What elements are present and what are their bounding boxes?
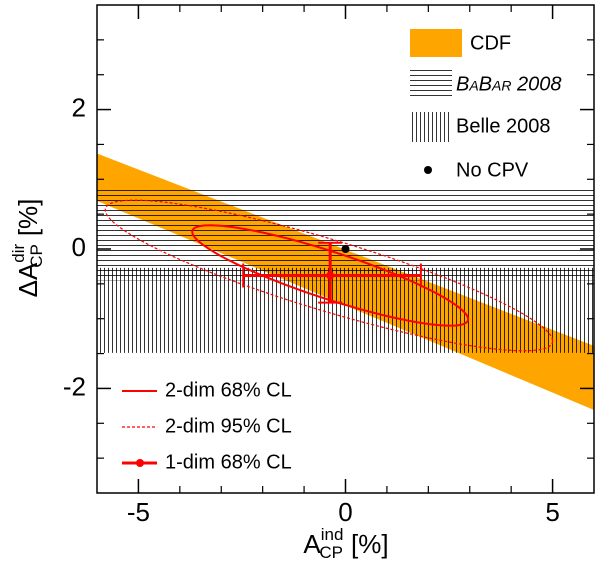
contour xyxy=(104,199,554,352)
legend-text: Belle 2008 xyxy=(456,115,551,137)
y-tick-label: 2 xyxy=(72,92,86,122)
overlay: -5 0 5 -2 0 2 CDF BaBar 2008 Belle 2008 No CPV 2-d… xyxy=(63,5,594,527)
x-label-sup: ind xyxy=(321,525,344,544)
x-label-unit: [%] xyxy=(351,529,389,559)
x-tick-label: 0 xyxy=(338,497,352,527)
legend-swatch xyxy=(410,70,452,100)
legend-text: CDF xyxy=(470,32,511,54)
x-tick-label: 5 xyxy=(545,497,559,527)
y-label-sub: CP xyxy=(27,244,46,268)
legend-swatch xyxy=(410,112,452,142)
legend-swatch xyxy=(410,29,462,57)
x-axis-label: Aind CP [%] xyxy=(303,525,388,562)
y-tick-label: 0 xyxy=(72,232,86,262)
plot-frame xyxy=(96,4,595,494)
measurement-point xyxy=(326,271,335,280)
legend-marker xyxy=(136,459,144,467)
hatch-region xyxy=(97,267,594,353)
legend-text: BaBar 2008 xyxy=(456,73,562,95)
y-label-sup: dir xyxy=(9,243,28,262)
y-axis-label: ΔAdirCP [%] xyxy=(9,199,46,298)
hatch-region xyxy=(97,188,594,281)
legend-text: 2-dim 95% CL xyxy=(165,415,292,437)
y-label-main: ΔA xyxy=(13,262,43,297)
x-label-main: A xyxy=(303,529,321,559)
legend-marker xyxy=(424,166,432,174)
legend-text: No CPV xyxy=(456,159,529,181)
legend-text: 1-dim 68% CL xyxy=(165,451,292,473)
plot-area xyxy=(97,153,594,411)
y-label-unit: [%] xyxy=(13,199,43,237)
y-tick-label: -2 xyxy=(63,371,86,401)
x-tick-label: -5 xyxy=(127,497,150,527)
legend-text: 2-dim 68% CL xyxy=(165,379,292,401)
no-cpv-point xyxy=(341,245,350,253)
x-label-sub: CP xyxy=(319,543,343,562)
